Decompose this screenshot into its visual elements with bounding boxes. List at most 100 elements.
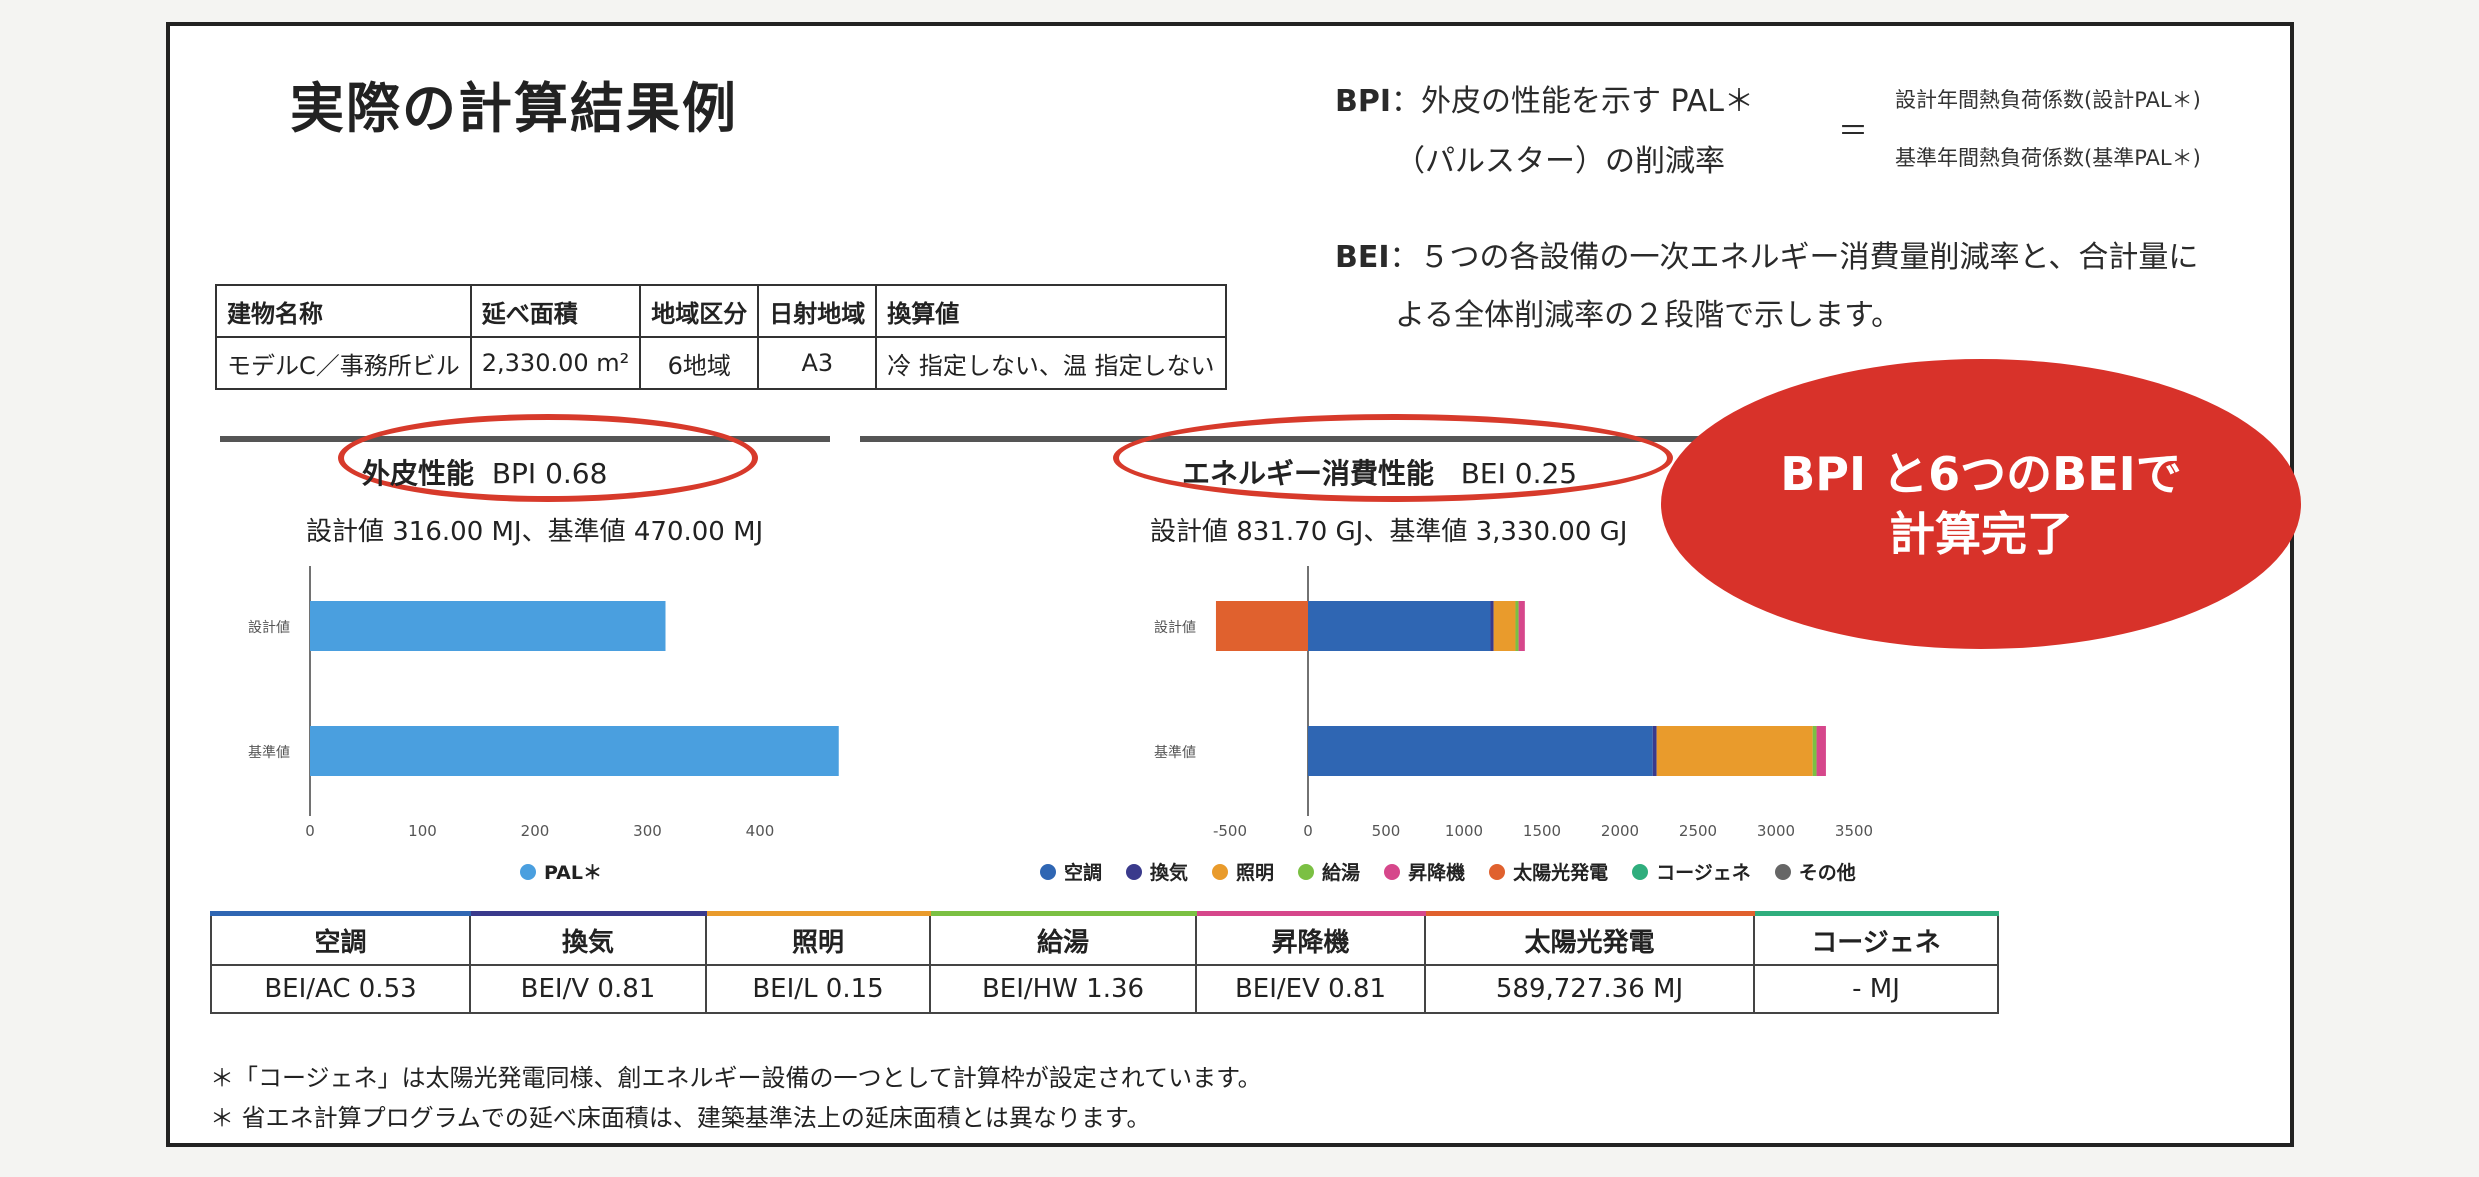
legend-item: その他: [1774, 858, 1856, 885]
legend-dot: [1632, 863, 1649, 880]
x-tick-label: 100: [408, 822, 437, 840]
x-tick-label: 500: [1372, 822, 1401, 840]
legend-label: 空調: [1064, 862, 1103, 884]
legend-dot: [1126, 863, 1143, 880]
envelope-performance-label: 外皮性能 BPI 0.68: [362, 457, 608, 490]
x-tick-label: 400: [746, 822, 775, 840]
x-tick-label: 2500: [1679, 822, 1717, 840]
bar-segment: [1490, 601, 1494, 651]
x-tick-label: 1000: [1445, 822, 1483, 840]
legend-item: 照明: [1212, 858, 1274, 885]
bar-segment: [1515, 601, 1519, 651]
legend-item: 昇降機: [1384, 858, 1465, 885]
bar-segment: [1308, 726, 1653, 776]
bei-value-cell: 589,727.36 MJ: [1424, 964, 1755, 1014]
info-value-cell: A3: [757, 336, 878, 390]
pal-legend: PAL＊: [520, 858, 602, 885]
x-tick-label: 2000: [1601, 822, 1639, 840]
bei-value-cell: BEI/V 0.81: [469, 964, 707, 1014]
legend-dot: [1384, 863, 1401, 880]
bar-segment: [1493, 601, 1516, 651]
category-label: 設計値: [248, 620, 290, 636]
document-frame: 実際の計算結果例 BPI：外皮の性能を示す PAL＊ （パルスター）の削減率 ＝…: [166, 22, 2301, 1147]
legend-item: 換気: [1126, 858, 1188, 885]
bei-header-cell: コージェネ: [1753, 911, 1999, 966]
bei-value-cell: - MJ: [1753, 964, 1999, 1014]
bei-header-cell: 空調: [210, 911, 471, 966]
energy-legend: 空調 換気 照明 給湯 昇降機 太陽光発電 コージェネ その他: [1040, 858, 1856, 885]
bar-segment: [1816, 726, 1826, 776]
info-header-cell: 延べ面積: [469, 284, 642, 338]
bar-segment: [1656, 726, 1813, 776]
legend-item: コージェネ: [1632, 858, 1751, 885]
category-label: 設計値: [1154, 620, 1196, 636]
legend-label: 給湯: [1322, 862, 1361, 884]
equals-sign: ＝: [1838, 114, 1868, 149]
info-value-row: モデルC／事務所ビル 2,330.00 m² 6地域 A3 冷 指定しない、温 …: [215, 336, 1227, 390]
info-value-cell: モデルC／事務所ビル: [215, 336, 472, 390]
bar-segment: [1812, 726, 1817, 776]
bpi-definition-line1: BPI：外皮の性能を示す PAL＊: [1335, 84, 1754, 119]
x-tick-label: 0: [1303, 822, 1313, 840]
bei-header-row: 空調 換気 照明 給湯 昇降機 太陽光発電 コージェネ: [210, 911, 1999, 966]
bei-header-cell: 給湯: [929, 911, 1197, 966]
bei-definition-line2: よる全体削減率の２段階で示します。: [1395, 298, 1902, 333]
energy-highlight-oval: [1113, 414, 1673, 502]
bei-value-cell: BEI/L 0.15: [705, 964, 931, 1014]
x-tick-label: 3500: [1835, 822, 1873, 840]
legend-label: その他: [1798, 862, 1856, 884]
legend-item: 給湯: [1298, 858, 1360, 885]
bar-segment: [1652, 726, 1657, 776]
category-label: 基準値: [248, 744, 290, 761]
bei-header-cell: 昇降機: [1195, 911, 1426, 966]
legend-label: 照明: [1236, 862, 1275, 884]
legend-label: 昇降機: [1408, 862, 1466, 884]
page-title: 実際の計算結果例: [290, 77, 738, 140]
bei-value-cell: BEI/AC 0.53: [210, 964, 471, 1014]
bpi-denominator: 基準年間熱負荷係数(基準PAL＊): [1895, 146, 2201, 170]
envelope-highlight-oval: [338, 414, 758, 502]
legend-dot: [1298, 863, 1315, 880]
bar-segment: [1518, 601, 1525, 651]
bar-segment: [1215, 601, 1308, 651]
bei-value-cell: BEI/HW 1.36: [929, 964, 1197, 1014]
bar-segment: [310, 726, 839, 776]
x-tick-label: 300: [633, 822, 662, 840]
x-tick-label: -500: [1213, 822, 1247, 840]
legend-dot: [520, 863, 536, 880]
badge-line1: BPI と6つのBEIで: [1780, 447, 2182, 501]
info-value-cell: 2,330.00 m²: [469, 336, 642, 390]
calculation-complete-badge: BPI と6つのBEIで 計算完了: [1661, 359, 2301, 649]
legend-dot: [1212, 863, 1229, 880]
energy-performance-label: エネルギー消費性能 BEI 0.25: [1182, 457, 1578, 490]
bei-header-cell: 太陽光発電: [1424, 911, 1755, 966]
bei-value-row: BEI/AC 0.53 BEI/V 0.81 BEI/L 0.15 BEI/HW 1.…: [210, 964, 1999, 1014]
energy-sub-values: 設計値 831.70 GJ、基準値 3,330.00 GJ: [1150, 517, 1628, 547]
badge-line2: 計算完了: [1889, 507, 2073, 561]
footnote-cogeneration: ＊「コージェネ」は太陽光発電同様、創エネルギー設備の一つとして計算枠が設定されて…: [210, 1064, 1262, 1092]
bei-value-cell: BEI/EV 0.81: [1195, 964, 1426, 1014]
footnote-floor-area: ＊ 省エネ計算プログラムでの延べ床面積は、建築基準法上の延床面積とは異なります。: [210, 1104, 1151, 1132]
info-header-cell: 日射地域: [757, 284, 878, 338]
building-info-table: 建物名称 延べ面積 地域区分 日射地域 換算値 モデルC／事務所ビル 2,330…: [215, 284, 1227, 390]
bei-summary-table: 空調 換気 照明 給湯 昇降機 太陽光発電 コージェネ BEI/AC 0.53 BEI/V 0…: [210, 911, 1999, 1014]
info-header-row: 建物名称 延べ面積 地域区分 日射地域 換算値: [215, 284, 1227, 338]
bei-definition-line1: BEI：５つの各設備の一次エネルギー消費量削減率と、合計量に: [1335, 240, 2199, 275]
info-value-cell: 冷 指定しない、温 指定しない: [875, 336, 1227, 390]
legend-item: 太陽光発電: [1489, 858, 1608, 885]
legend-label: コージェネ: [1656, 862, 1751, 884]
x-tick-label: 3000: [1757, 822, 1795, 840]
x-tick-label: 200: [521, 822, 550, 840]
legend-dot: [1774, 863, 1791, 880]
info-header-cell: 地域区分: [639, 284, 760, 338]
bar-segment: [1308, 601, 1491, 651]
legend-dot: [1489, 863, 1506, 880]
legend-label: 太陽光発電: [1513, 862, 1609, 884]
info-header-cell: 換算値: [875, 284, 1227, 338]
info-header-cell: 建物名称: [215, 284, 472, 338]
x-tick-label: 0: [305, 822, 315, 840]
bei-header-cell: 照明: [705, 911, 931, 966]
legend-item: PAL＊: [520, 858, 602, 885]
